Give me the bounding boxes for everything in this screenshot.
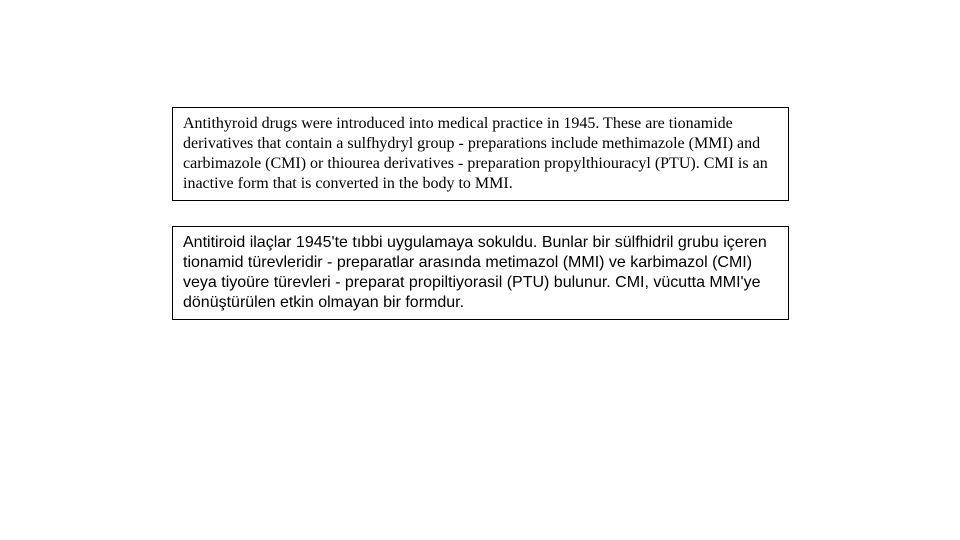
- turkish-text: Antitiroid ilaçlar 1945'te tıbbi uygulam…: [183, 234, 767, 311]
- english-text: Antithyroid drugs were introduced into m…: [183, 115, 768, 192]
- turkish-text-box: Antitiroid ilaçlar 1945'te tıbbi uygulam…: [172, 226, 789, 320]
- english-text-box: Antithyroid drugs were introduced into m…: [172, 107, 789, 201]
